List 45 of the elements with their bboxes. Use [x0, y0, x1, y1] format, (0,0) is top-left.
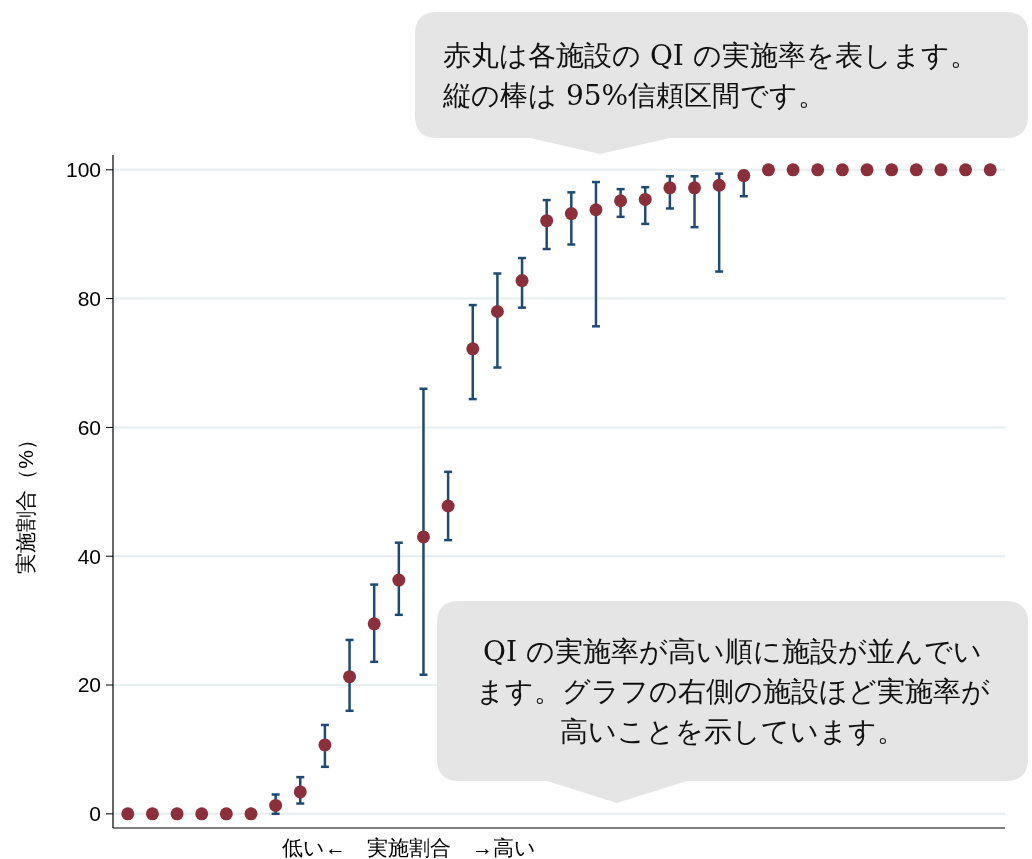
point [121, 807, 135, 821]
text: 赤丸は各施設の QI の実施率を表します。縦の棒は 95%信頼区間です。 [442, 39, 978, 112]
y-tick-label: 0 [89, 802, 101, 826]
point [145, 807, 159, 821]
point [885, 163, 899, 177]
point [540, 214, 554, 228]
point [983, 163, 997, 177]
annotation: QI の実施率が高い順に施設が並んでいます。グラフの右側の施設ほど実施率が高いことを示しています。 [475, 635, 990, 748]
point [515, 274, 529, 288]
y-tick-label: 60 [77, 415, 101, 439]
point [564, 207, 578, 221]
point [835, 163, 849, 177]
point [293, 785, 307, 799]
y-tick-label: 40 [77, 544, 101, 568]
point [367, 617, 381, 631]
point [786, 163, 800, 177]
point [934, 163, 948, 177]
point [416, 530, 430, 544]
point [244, 807, 258, 821]
point [638, 192, 652, 206]
x-axis-title: 低い← 実施割合 →高い [282, 836, 536, 859]
point [343, 670, 357, 684]
point [688, 181, 702, 195]
y-tick-label: 20 [77, 673, 101, 697]
point [490, 305, 504, 318]
point [219, 807, 233, 821]
point [663, 181, 677, 195]
y-tick-label: 80 [77, 286, 101, 310]
y-tick-label: 100 [65, 158, 101, 182]
point [712, 178, 726, 192]
point [392, 573, 406, 587]
point [589, 203, 603, 217]
point [466, 342, 480, 356]
point [614, 194, 628, 208]
point [959, 163, 973, 177]
y-axis-title: 実施割合（%） [14, 429, 37, 574]
point [195, 807, 209, 821]
point [811, 163, 825, 177]
point [318, 738, 332, 752]
point [170, 807, 184, 821]
point [441, 499, 455, 513]
point [761, 163, 775, 177]
point [269, 798, 283, 812]
point [860, 163, 874, 177]
point [909, 163, 923, 177]
